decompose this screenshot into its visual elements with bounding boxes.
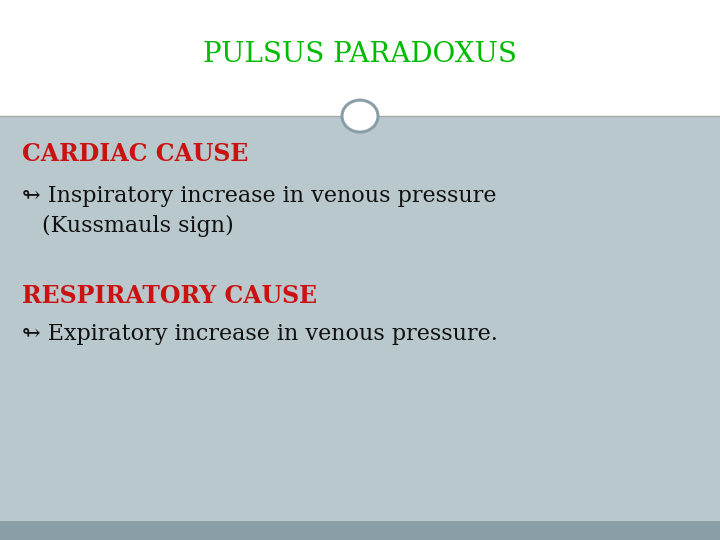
Text: ↬ Expiratory increase in venous pressure.: ↬ Expiratory increase in venous pressure… [22,323,498,345]
Text: (Kussmauls sign): (Kussmauls sign) [42,215,234,237]
FancyBboxPatch shape [0,521,720,540]
Text: CARDIAC CAUSE: CARDIAC CAUSE [22,142,248,166]
Text: PULSUS PARADOXUS: PULSUS PARADOXUS [203,40,517,68]
FancyBboxPatch shape [0,0,720,116]
Text: ↬ Inspiratory increase in venous pressure: ↬ Inspiratory increase in venous pressur… [22,185,497,207]
Text: RESPIRATORY CAUSE: RESPIRATORY CAUSE [22,284,317,308]
FancyBboxPatch shape [0,116,720,521]
Ellipse shape [342,100,378,132]
